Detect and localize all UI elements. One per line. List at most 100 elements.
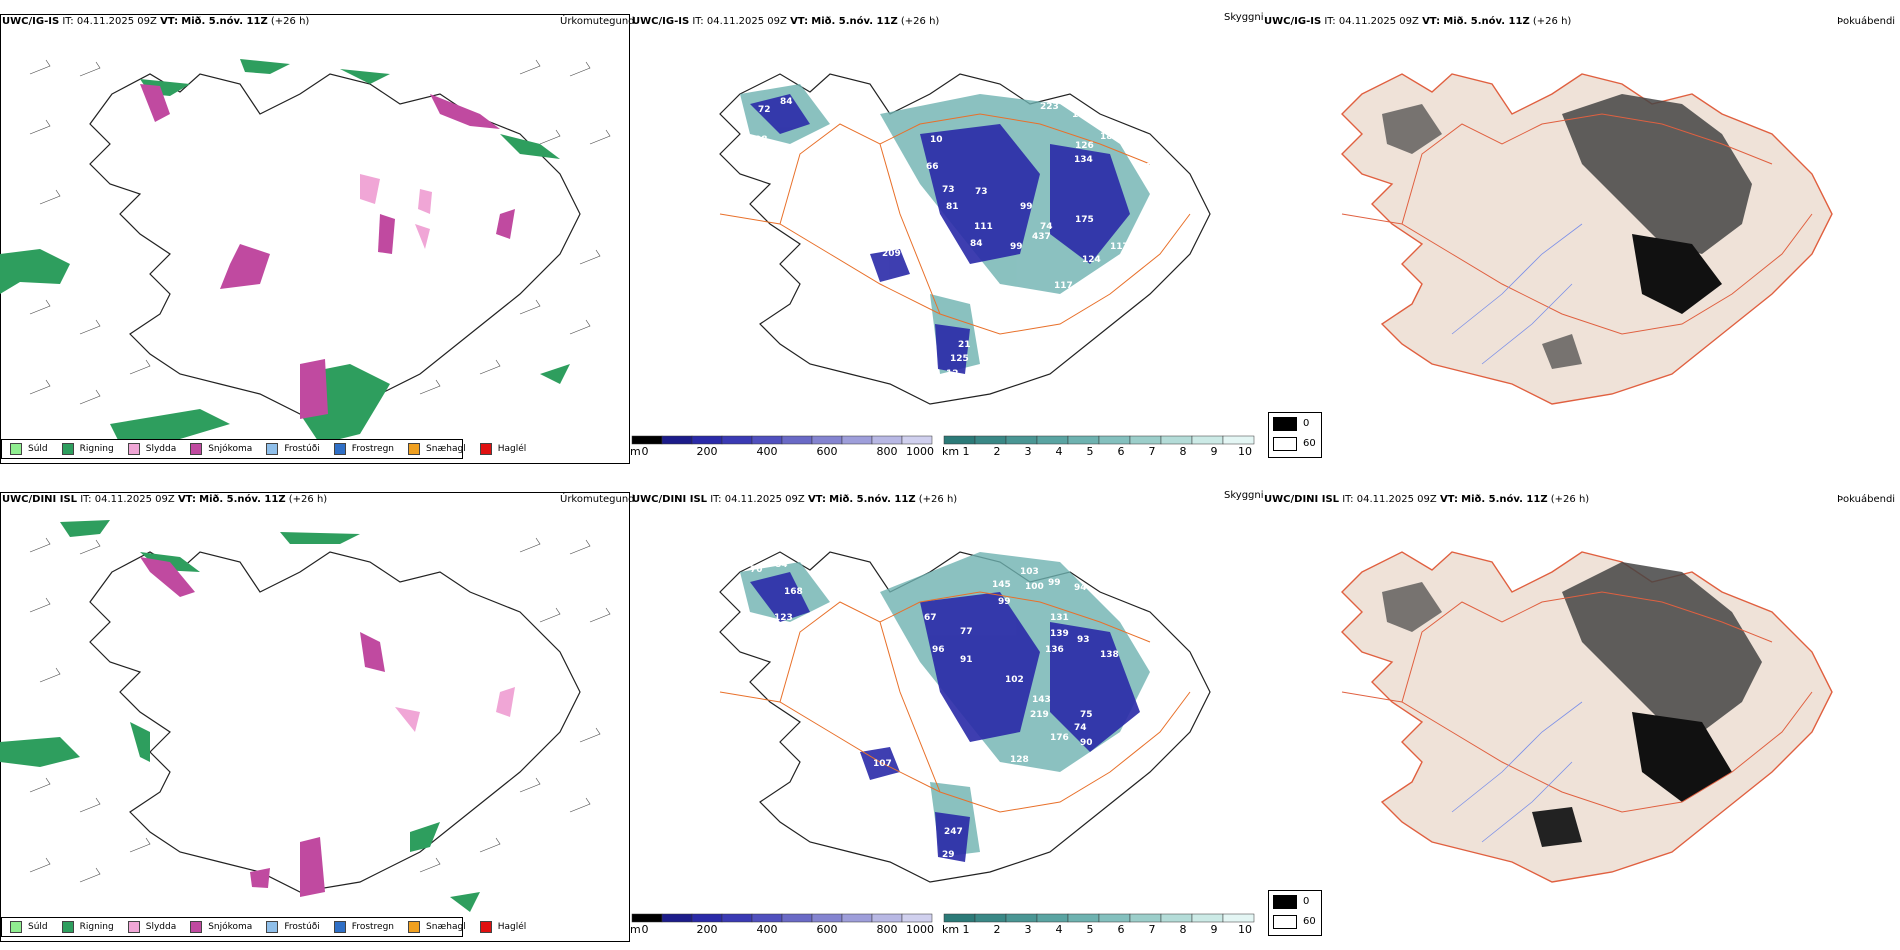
visibility-unit: km: [942, 445, 960, 458]
ceiling-label: 124: [1082, 255, 1101, 265]
precip-type-title: Úrkomutegund: [560, 16, 635, 27]
road-network: [719, 591, 1191, 813]
valid-time: Mið. 5.nóv. 11Z: [1443, 16, 1530, 27]
ceiling-label: 117: [1110, 242, 1129, 252]
ceiling-panel-bottom: UWC/DINI ISL IT: 04.11.2025 09Z VT: Mið.…: [630, 490, 1270, 944]
lead-time: (+26 h): [1532, 16, 1572, 27]
ceiling-label: 94: [1074, 583, 1087, 593]
legend-snow: Snjókoma: [190, 443, 252, 455]
colorbar-swatch: [871, 913, 903, 923]
legend-snow-swatch: [190, 443, 203, 455]
ceiling-map: 70 84 168 90 123 85 96 67 77 91 103 100 …: [719, 551, 1211, 883]
colorbar-swatch: [1098, 435, 1131, 445]
legend-frost-rain: Frostregn: [333, 443, 395, 455]
visibility-tick: 10: [1238, 445, 1252, 458]
ceiling-label: 223: [1040, 102, 1059, 112]
visibility-title: Skyggni: [1224, 490, 1264, 501]
road-network: [719, 113, 1191, 335]
ceiling-label: 176: [1050, 733, 1069, 743]
legend-rain: Rigning: [61, 921, 114, 933]
ceiling-label: 103: [1020, 567, 1039, 577]
run-time: 04.11.2025 09Z: [1356, 494, 1437, 505]
run-time: 04.11.2025 09Z: [724, 494, 805, 505]
model-name: UWC/DINI ISL: [632, 494, 708, 505]
colorbar-swatch: [751, 435, 783, 445]
ceiling-label: 77: [960, 627, 973, 637]
lead-time: (+26 h): [900, 16, 940, 27]
cloud-ceiling-labels: 72 84 98 10 66 73 81 73 223 167 126 134 …: [755, 97, 1159, 379]
ceiling-label: 99: [1010, 242, 1023, 252]
ceiling-label: 80: [916, 695, 929, 705]
model-name: UWC/DINI ISL: [1264, 494, 1340, 505]
legend-snow-hail-swatch: [408, 921, 421, 933]
legend-hail: Haglél: [479, 443, 526, 455]
panel-header: UWC/DINI ISL IT: 04.11.2025 09Z VT: Mið.…: [632, 494, 957, 505]
fog-legend-value: 60: [1303, 916, 1316, 927]
ceiling-tick: 400: [756, 923, 778, 936]
vt-label: VT:: [1422, 16, 1441, 27]
it-label: IT:: [80, 494, 92, 505]
ceiling-label: 139: [1050, 629, 1069, 639]
model-name: UWC/IG-IS: [2, 16, 60, 27]
colorbar-swatch: [1129, 913, 1162, 923]
run-time: 04.11.2025 09Z: [1338, 16, 1419, 27]
colorbar-swatch: [721, 913, 753, 923]
valid-time: Mið. 5.nóv. 11Z: [199, 494, 286, 505]
visibility-colorbar: km 1 2 3 4 5 6 7 8 9 10: [942, 913, 1260, 936]
model-name: UWC/DINI ISL: [2, 494, 78, 505]
fog-legend-white: [1273, 437, 1297, 451]
visibility-colorbar-swatches: [943, 913, 1255, 923]
lead-time: (+26 h): [918, 494, 958, 505]
legend-frost-rain-swatch: [333, 443, 346, 455]
fog-legend-black: [1273, 417, 1297, 431]
legend-label: Snæhagl: [426, 922, 466, 932]
ceiling-label: 134: [1074, 155, 1093, 165]
precip-snow-areas: [140, 557, 385, 897]
ceiling-unit: m: [630, 445, 641, 458]
ceiling-label: 90: [728, 590, 741, 600]
precip-type-map: [0, 520, 611, 912]
cloud-ceiling-labels: 70 84 168 90 123 85 96 67 77 91 103 100 …: [728, 560, 1119, 860]
lead-time: (+26 h): [270, 16, 310, 27]
fog-dark-areas: [1382, 94, 1752, 369]
ceiling-label: 437: [1032, 232, 1051, 242]
ceiling-label: 88: [1115, 257, 1128, 267]
colorbar-swatch: [1129, 435, 1162, 445]
fog-legend-black: [1273, 895, 1297, 909]
visibility-tick: 6: [1117, 923, 1125, 936]
precip-map-frame: [0, 14, 630, 464]
colorbar-swatch: [841, 913, 873, 923]
valid-time: Mið. 5.nóv. 11Z: [829, 494, 916, 505]
legend-label: Frostúði: [284, 444, 320, 454]
colorbar-swatch: [1036, 435, 1069, 445]
ceiling-label: 168: [784, 587, 803, 597]
iceland-coast: [89, 551, 581, 893]
visibility-tick: 8: [1179, 445, 1187, 458]
vt-label: VT:: [160, 16, 179, 27]
ceiling-tick: 1000: [906, 445, 934, 458]
legend-frost-drizzle-swatch: [266, 443, 279, 455]
legend-drizzle-swatch: [10, 921, 22, 933]
ceiling-tick: 200: [696, 923, 718, 936]
fog-legend-value: 0: [1303, 418, 1310, 429]
ceiling-panel-top: UWC/IG-IS IT: 04.11.2025 09Z VT: Mið. 5.…: [630, 12, 1270, 466]
ceiling-areas: [750, 572, 1140, 862]
visibility-tick: 1: [962, 923, 970, 936]
colorbar-swatch: [691, 913, 723, 923]
visibility-tick: 7: [1148, 923, 1156, 936]
ceiling-label: 219: [1030, 710, 1049, 720]
legend-rain: Rigning: [61, 443, 114, 455]
ceiling-tick: 200: [696, 445, 718, 458]
ceiling-label: 126: [1075, 141, 1094, 151]
legend-label: Súld: [28, 922, 48, 932]
colorbar-swatch: [871, 435, 903, 445]
ceiling-label: 67: [924, 613, 937, 623]
legend-label: Slydda: [145, 444, 177, 454]
legend-label: Frostregn: [351, 444, 395, 454]
legend-label: Súld: [28, 444, 48, 454]
model-name: UWC/IG-IS: [1264, 16, 1322, 27]
colorbar-swatch: [901, 913, 933, 923]
legend-label: Haglél: [497, 922, 527, 932]
ceiling-label: 12: [946, 369, 959, 379]
ceiling-label: 84: [970, 239, 983, 249]
